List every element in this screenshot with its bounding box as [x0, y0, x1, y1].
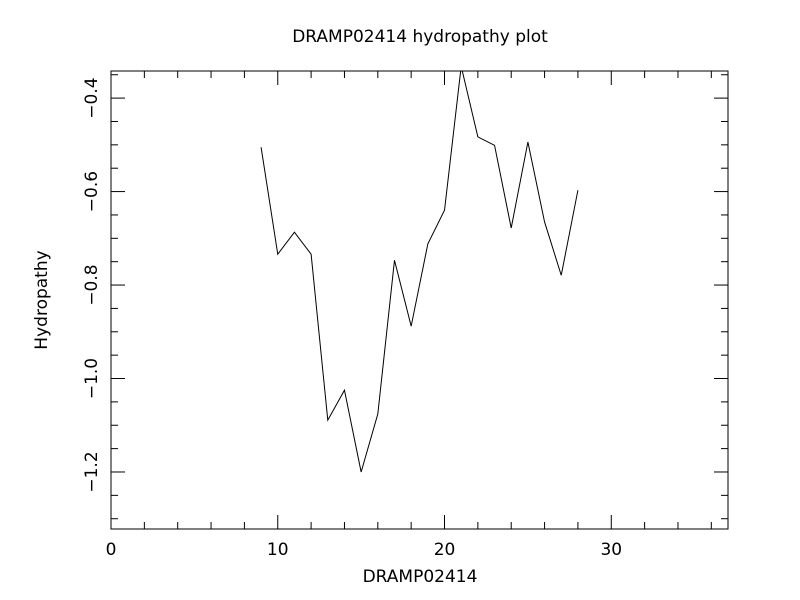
x-tick-label: 10	[267, 540, 289, 560]
x-tick-label: 30	[600, 540, 622, 560]
y-tick-label: −0.6	[82, 171, 102, 212]
chart-title: DRAMP02414 hydropathy plot	[292, 27, 548, 47]
data-line	[260, 71, 579, 473]
plot-frame	[110, 70, 729, 530]
y-tick-label: −0.4	[82, 77, 102, 118]
y-tick-label: −1.2	[82, 451, 102, 492]
y-axis-label: Hydropathy	[32, 250, 52, 349]
x-axis-label: DRAMP02414	[363, 567, 478, 587]
y-tick-label: −0.8	[82, 264, 102, 305]
x-tick-label: 20	[434, 540, 456, 560]
x-tick-label: 0	[106, 540, 117, 560]
y-tick-label: −1.0	[82, 358, 102, 399]
